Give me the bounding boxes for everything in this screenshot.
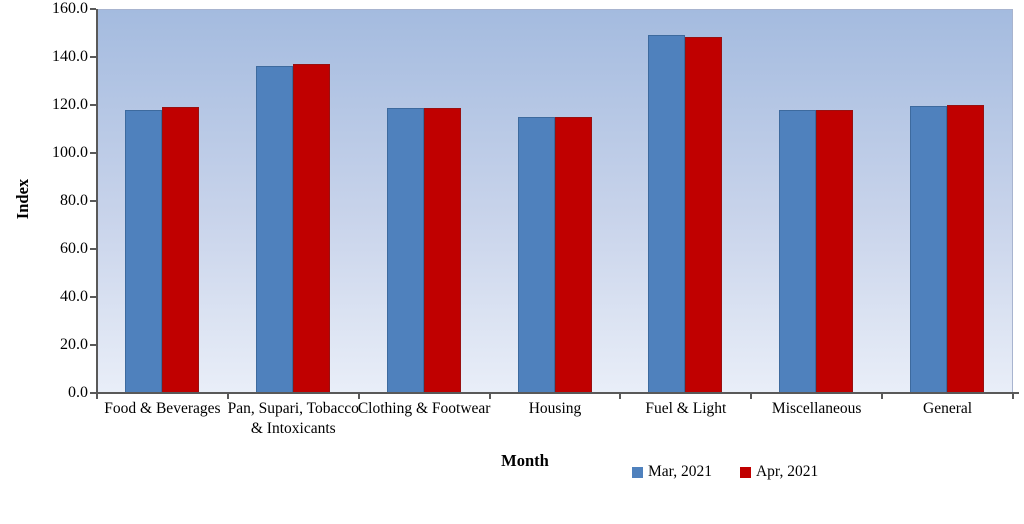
y-tick-label-100-0: 100.0 — [52, 144, 88, 161]
bar-mar-2021-miscellaneous — [778, 110, 816, 393]
x-category-label-general: General — [923, 400, 973, 417]
y-tick-label-60-0: 60.0 — [60, 240, 88, 257]
bar-apr-2021-clothing-footwear — [423, 108, 461, 393]
x-axis-title: Month — [501, 451, 549, 470]
x-category-label-pan-supari-tobacco-intoxicants: Pan, Supari, Tobacco & Intoxicants — [227, 400, 359, 438]
x-tick-mark — [96, 394, 98, 399]
y-axis-line — [96, 9, 98, 394]
y-tick-mark — [90, 104, 96, 106]
x-tick-mark — [881, 394, 884, 399]
legend-swatch-apr-2021 — [739, 466, 751, 478]
category-group-miscellaneous — [751, 10, 882, 393]
y-tick-mark — [90, 200, 96, 202]
bar-mar-2021-food-beverages — [125, 109, 163, 393]
y-tick-label-20-0: 20.0 — [60, 336, 88, 353]
y-tick-mark — [90, 152, 96, 154]
x-category-label-clothing-footwear: Clothing & Footwear — [357, 400, 491, 417]
bar-mar-2021-clothing-footwear — [386, 108, 424, 393]
x-category-label-fuel-light: Fuel & Light — [645, 400, 727, 417]
legend-swatch-mar-2021 — [632, 466, 643, 478]
y-tick-mark — [90, 296, 96, 298]
legend-label-apr-2021: Apr, 2021 — [755, 463, 819, 480]
bar-apr-2021-miscellaneous — [815, 109, 853, 393]
category-group-clothing-footwear — [358, 10, 489, 393]
x-tick-mark — [357, 394, 360, 399]
category-group-housing — [489, 10, 620, 393]
bar-mar-2021-fuel-light — [648, 35, 686, 393]
bar-apr-2021-fuel-light — [685, 36, 723, 393]
category-group-fuel-light — [620, 10, 751, 393]
x-tick-mark — [619, 394, 622, 399]
x-tick-mark — [750, 394, 753, 399]
x-category-label-housing: Housing — [528, 400, 582, 417]
bar-apr-2021-housing — [554, 117, 592, 393]
y-tick-mark — [90, 344, 96, 346]
bar-mar-2021-general — [909, 106, 947, 393]
x-category-label-food-beverages: Food & Beverages — [104, 400, 221, 417]
x-tick-mark — [488, 394, 491, 399]
plot-area — [97, 9, 1013, 393]
x-tick-mark — [1012, 394, 1014, 399]
y-tick-mark — [90, 248, 96, 250]
y-tick-label-160-0: 160.0 — [52, 0, 88, 17]
y-tick-mark — [90, 8, 96, 10]
legend-label-mar-2021: Mar, 2021 — [648, 463, 712, 480]
bar-apr-2021-pan-supari-tobacco-intoxicants — [293, 63, 331, 393]
x-tick-mark — [226, 394, 229, 399]
y-tick-label-140-0: 140.0 — [52, 48, 88, 65]
bar-apr-2021-general — [946, 105, 984, 393]
bar-apr-2021-food-beverages — [162, 106, 200, 393]
y-tick-label-0-0: 0.0 — [68, 384, 88, 401]
legend: Mar, 2021 Apr, 2021 — [632, 463, 818, 481]
category-group-food-beverages — [97, 10, 228, 393]
y-tick-label-80-0: 80.0 — [60, 192, 88, 209]
category-group-pan-supari-tobacco-intoxicants — [228, 10, 359, 393]
bar-mar-2021-housing — [517, 117, 555, 393]
y-tick-label-120-0: 120.0 — [52, 96, 88, 113]
x-axis-line — [91, 392, 1019, 394]
y-tick-mark — [90, 56, 96, 58]
legend-item-mar-2021: Mar, 2021 — [632, 463, 712, 481]
x-category-label-miscellaneous: Miscellaneous — [771, 400, 862, 417]
legend-item-apr-2021: Apr, 2021 — [739, 463, 819, 481]
bar-mar-2021-pan-supari-tobacco-intoxicants — [256, 65, 294, 393]
y-tick-label-40-0: 40.0 — [60, 288, 88, 305]
category-group-general — [881, 10, 1012, 393]
